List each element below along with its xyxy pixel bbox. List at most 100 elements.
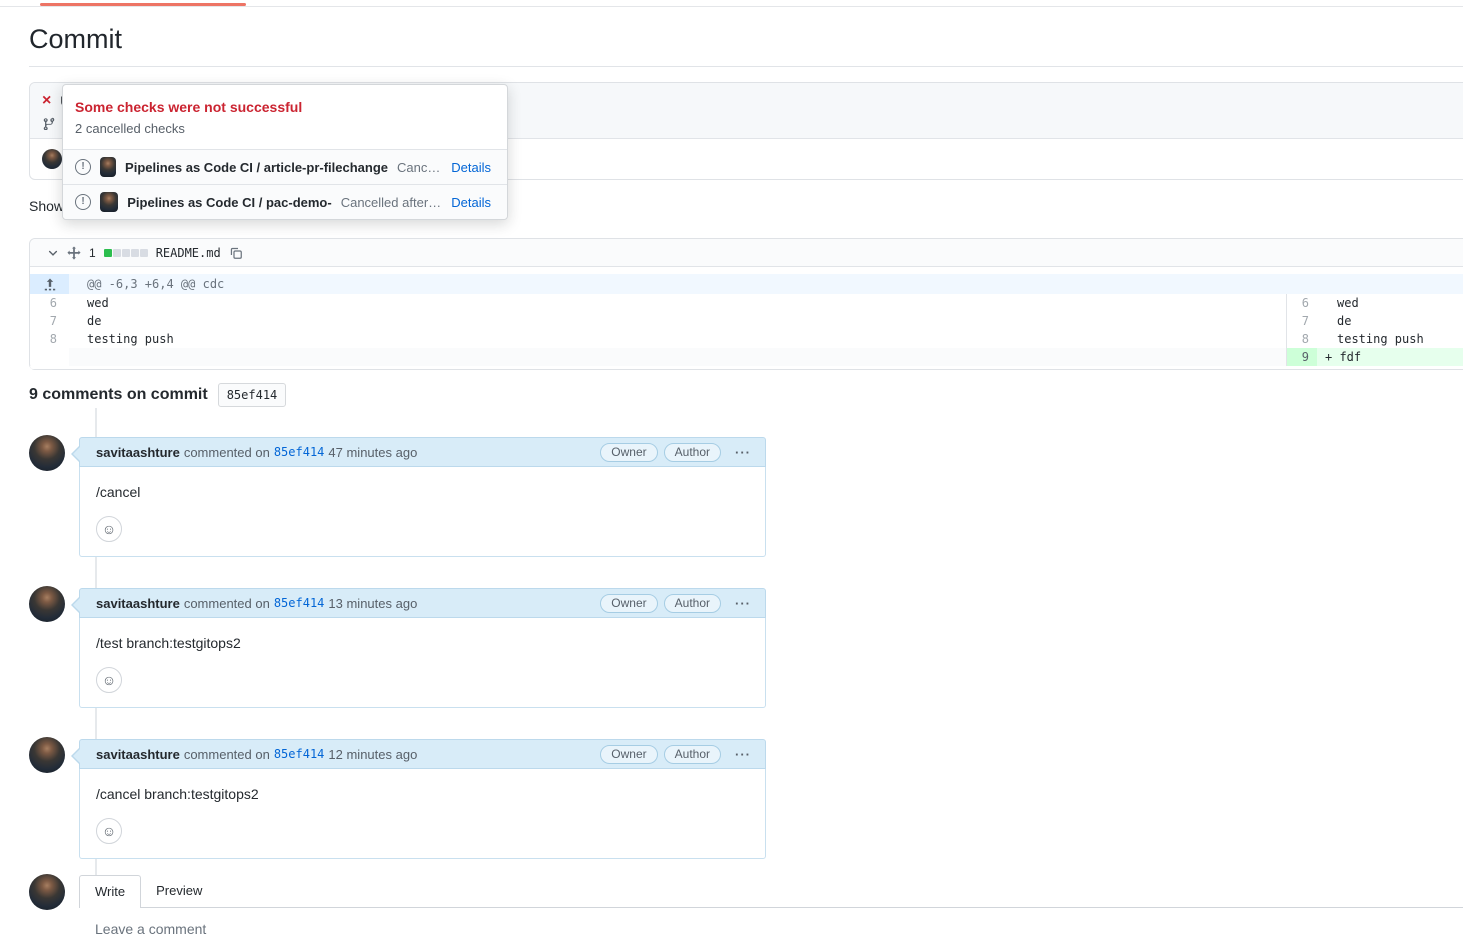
owner-badge: Owner <box>600 442 658 462</box>
author-badge: Author <box>663 593 721 613</box>
comment-author-link[interactable]: savitaashture <box>96 595 180 611</box>
comment-text: /cancel branch:testgitops2 <box>96 786 259 802</box>
diff-summary-text-partial: Show <box>29 198 65 214</box>
comments-count-text: 9 comments on commit <box>29 386 208 403</box>
comment-form-tabs: Write Preview <box>79 875 1463 908</box>
comment-author-link[interactable]: savitaashture <box>96 746 180 762</box>
comments-heading: 9 comments on commit 85ef414 <box>29 383 287 407</box>
right-line-number[interactable]: 6 <box>1301 296 1309 310</box>
hunk-row: @@ -6,3 +6,4 @@ cdc <box>30 274 1463 294</box>
comment: savitaashture commented on 85ef414 12 mi… <box>71 739 766 859</box>
left-line-empty <box>69 348 1286 366</box>
comment-author-avatar[interactable] <box>29 586 65 622</box>
comment-author-avatar[interactable] <box>29 435 65 471</box>
cancelled-alert-icon: ! <box>75 194 91 210</box>
diff-line: 6 wed 6 wed <box>30 294 1463 312</box>
diffstat-blocks <box>103 248 148 257</box>
checks-popup-header: Some checks were not successful 2 cancel… <box>63 85 507 149</box>
file-name: README.md <box>155 245 221 260</box>
comment-header: savitaashture commented on 85ef414 12 mi… <box>71 739 766 769</box>
copy-file-path-icon[interactable] <box>229 246 243 260</box>
checks-popup-subtitle: 2 cancelled checks <box>75 121 185 136</box>
check-name: Pipelines as Code CI / pac-demo- <box>127 194 332 210</box>
left-line-text: de <box>87 314 102 328</box>
comment-sha-link[interactable]: 85ef414 <box>273 747 325 761</box>
check-name: Pipelines as Code CI / article-pr-filech… <box>125 159 389 175</box>
committer-avatar[interactable] <box>42 149 62 169</box>
diff-line: 8 testing push 8 testing push <box>30 330 1463 348</box>
comment-action-text: commented on <box>183 595 270 611</box>
check-details-link[interactable]: Details <box>451 159 491 175</box>
comment: savitaashture commented on 85ef414 47 mi… <box>71 437 766 557</box>
cancelled-alert-icon: ! <box>75 159 91 175</box>
left-line-number[interactable]: 7 <box>49 314 57 328</box>
comment-sha-link[interactable]: 85ef414 <box>273 596 325 610</box>
comment-action-text: commented on <box>183 746 270 762</box>
file-diff-header: 1 README.md <box>30 239 1463 267</box>
changed-files-count: 1 <box>89 245 96 260</box>
check-row: ! Pipelines as Code CI / article-pr-file… <box>63 149 507 184</box>
diff-line-addition: 9 + fdf <box>30 348 1463 366</box>
current-user-avatar[interactable] <box>29 874 65 910</box>
left-line-number[interactable]: 8 <box>49 332 57 346</box>
tab-write[interactable]: Write <box>79 875 142 908</box>
add-reaction-smiley-icon[interactable]: ☺ <box>96 818 122 844</box>
check-app-avatar <box>100 192 119 212</box>
right-line-text: de <box>1337 314 1352 328</box>
git-branch-icon <box>42 116 56 130</box>
checks-popup: Some checks were not successful 2 cancel… <box>62 84 508 220</box>
comment-text: /test branch:testgitops2 <box>96 635 241 651</box>
right-line-number[interactable]: 9 <box>1287 348 1317 366</box>
add-reaction-smiley-icon[interactable]: ☺ <box>96 667 122 693</box>
comment-timestamp: 47 minutes ago <box>328 444 418 460</box>
page-title: Commit <box>29 24 122 54</box>
checks-failed-x-icon[interactable]: × <box>42 92 52 109</box>
comment-body: /test branch:testgitops2 ☺ <box>79 618 766 708</box>
comment-timestamp: 12 minutes ago <box>328 746 418 762</box>
comment-kebab-menu-icon[interactable]: ··· <box>735 746 751 762</box>
new-comment-form: Write Preview <box>79 875 1463 940</box>
comment-timestamp: 13 minutes ago <box>328 595 418 611</box>
left-line-number[interactable]: 6 <box>49 296 57 310</box>
file-diff: 1 README.md @@ -6,3 +6,4 @@ cdc 6 wed 6 … <box>29 238 1463 370</box>
comment-author-link[interactable]: savitaashture <box>96 444 180 460</box>
commit-box-body <box>30 139 1463 179</box>
collapse-file-chevron-down-icon[interactable] <box>47 247 59 259</box>
comment-kebab-menu-icon[interactable]: ··· <box>735 595 751 611</box>
author-badge: Author <box>663 744 721 764</box>
check-details-link[interactable]: Details <box>451 194 491 210</box>
right-line-text: + fdf <box>1317 348 1463 366</box>
loading-bar-progress <box>40 3 246 6</box>
expand-up-icon <box>44 278 55 290</box>
check-row: ! Pipelines as Code CI / pac-demo- Cance… <box>63 184 507 219</box>
tab-preview[interactable]: Preview <box>156 883 203 898</box>
comment-header: savitaashture commented on 85ef414 13 mi… <box>71 588 766 618</box>
comment-body: /cancel branch:testgitops2 ☺ <box>79 769 766 859</box>
left-line-text: wed <box>87 296 109 310</box>
owner-badge: Owner <box>600 744 658 764</box>
comment-author-avatar[interactable] <box>29 737 65 773</box>
check-status: Cancell… <box>397 159 442 175</box>
drag-move-icon[interactable] <box>67 245 81 260</box>
title-divider <box>29 66 1463 67</box>
page-loading-bar <box>0 0 1463 7</box>
diff-line: 7 de 7 de <box>30 312 1463 330</box>
comment-input[interactable] <box>95 921 695 940</box>
comment: savitaashture commented on 85ef414 13 mi… <box>71 588 766 708</box>
right-line-number[interactable]: 8 <box>1301 332 1309 346</box>
right-line-text: wed <box>1337 296 1359 310</box>
comment-text: /cancel <box>96 484 141 500</box>
diff-bottom <box>30 366 1463 369</box>
check-status: Cancelled after 1… <box>340 194 443 210</box>
right-line-number[interactable]: 7 <box>1301 314 1309 328</box>
comment-kebab-menu-icon[interactable]: ··· <box>735 444 751 460</box>
right-line-text: testing push <box>1337 332 1424 346</box>
hunk-header-text: @@ -6,3 +6,4 @@ cdc <box>69 274 1463 294</box>
add-reaction-smiley-icon[interactable]: ☺ <box>96 516 122 542</box>
check-app-avatar <box>100 157 117 177</box>
left-line-text: testing push <box>87 332 174 346</box>
comment-body: /cancel ☺ <box>79 467 766 557</box>
comment-sha-link[interactable]: 85ef414 <box>273 445 325 459</box>
expand-hunk-up-button[interactable] <box>30 274 69 294</box>
commit-sha-badge: 85ef414 <box>217 383 287 407</box>
